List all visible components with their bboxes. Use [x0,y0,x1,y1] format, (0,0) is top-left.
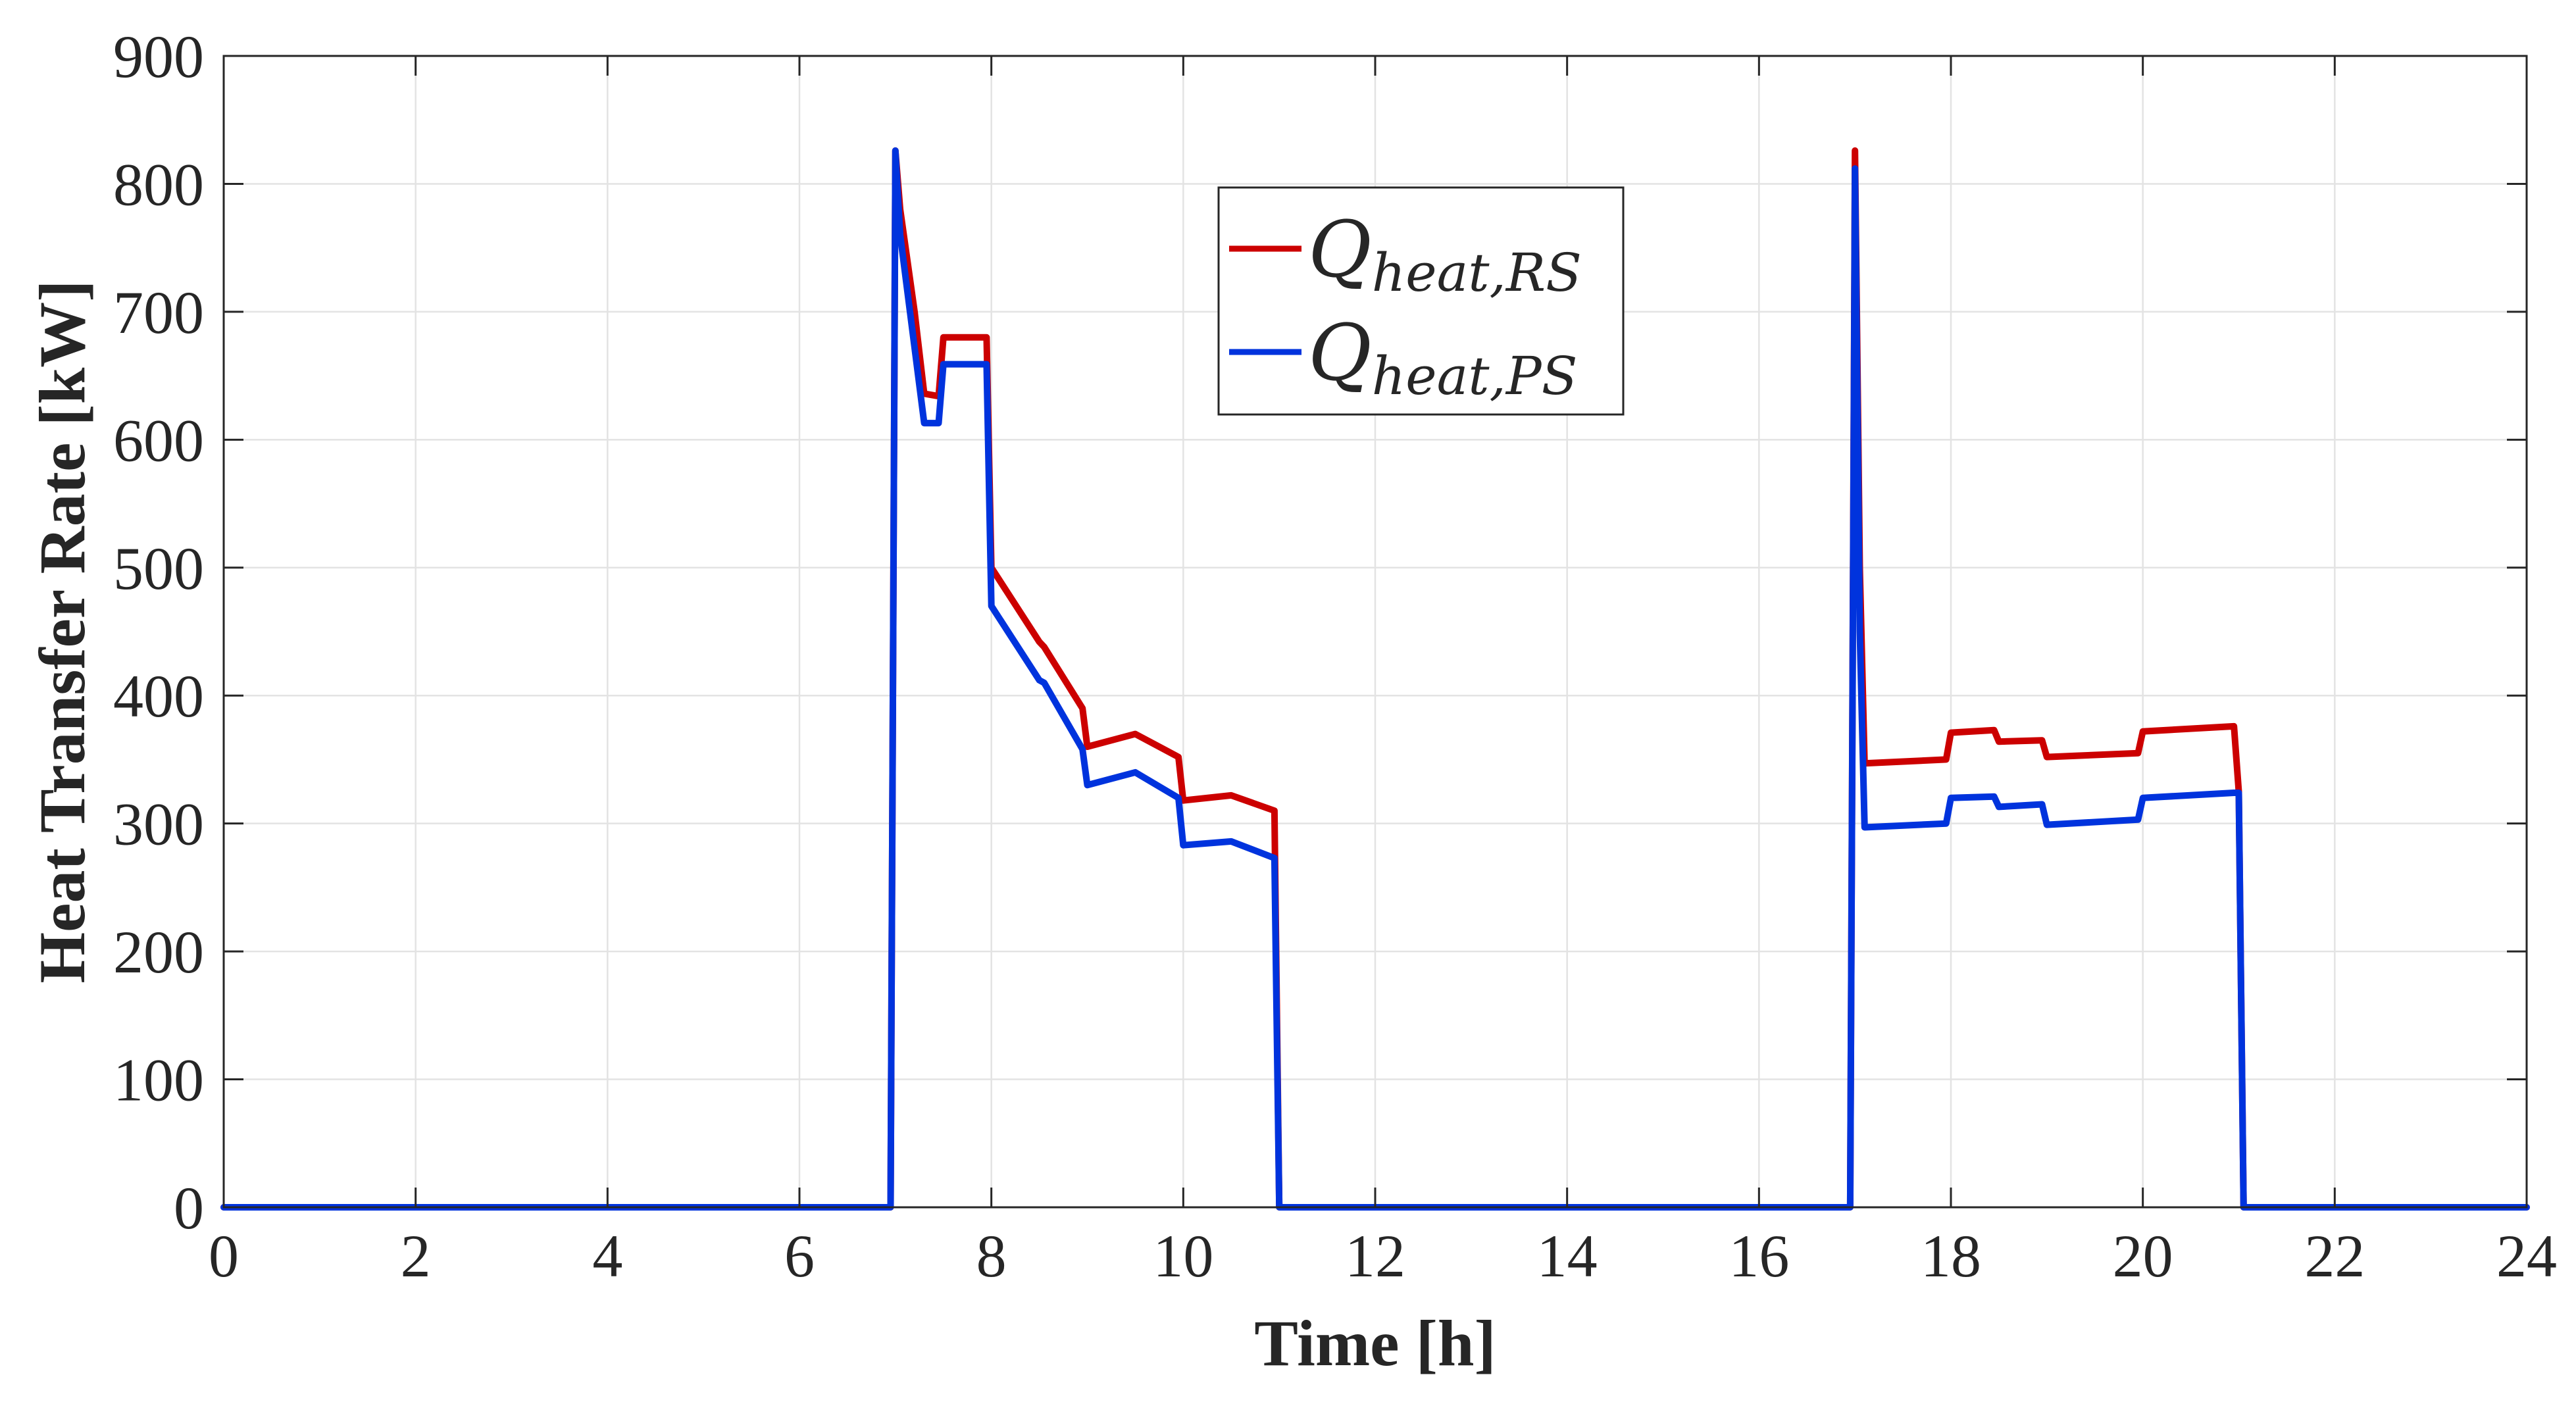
x-tick-label: 12 [1345,1222,1405,1290]
y-tick-label: 600 [113,407,204,474]
y-axis-title: Heat Transfer Rate [kW] [26,280,99,983]
y-tick-label: 400 [113,663,204,730]
series-layer [220,147,2530,1211]
x-tick-label: 4 [592,1222,622,1290]
y-tick-label: 800 [113,151,204,218]
y-tick-label: 0 [174,1174,204,1241]
y-tick-label: 300 [113,791,204,858]
y-axis-ticks: 0 100 200 300 400 500 600 700 800 900 [113,23,2527,1241]
y-tick-label: 500 [113,535,204,602]
series-line-ps [220,147,2530,1211]
x-tick-label: 24 [2496,1222,2557,1290]
legend-label-rs: Qheat,RS [1308,204,1582,303]
x-tick-label: 22 [2304,1222,2365,1290]
legend-label-rs-main: Q [1308,204,1372,295]
x-tick-label: 2 [401,1222,431,1290]
x-tick-label: 6 [784,1222,815,1290]
y-tick-label: 700 [113,279,204,346]
legend-label-ps-main: Q [1308,307,1372,398]
x-tick-label: 10 [1153,1222,1213,1290]
y-tick-label: 900 [113,23,204,90]
legend-label-ps: Qheat,PS [1308,307,1578,407]
x-axis-title: Time [h] [1254,1307,1496,1380]
y-tick-label: 200 [113,918,204,986]
x-tick-label: 0 [209,1222,239,1290]
legend-label-rs-sub: heat,RS [1372,242,1582,303]
x-tick-label: 16 [1729,1222,1789,1290]
y-tick-label: 100 [113,1047,204,1114]
legend-box [1217,186,1625,416]
x-tick-label: 20 [2113,1222,2173,1290]
legend: Qheat,RS Qheat,PS [1217,186,1625,416]
x-axis-ticks: 0 2 4 6 8 10 12 14 16 18 20 22 24 [209,56,2557,1290]
legend-label-ps-sub: heat,PS [1372,345,1578,407]
x-tick-label: 8 [976,1222,1007,1290]
x-tick-label: 14 [1537,1222,1598,1290]
x-tick-label: 18 [1921,1222,1981,1290]
